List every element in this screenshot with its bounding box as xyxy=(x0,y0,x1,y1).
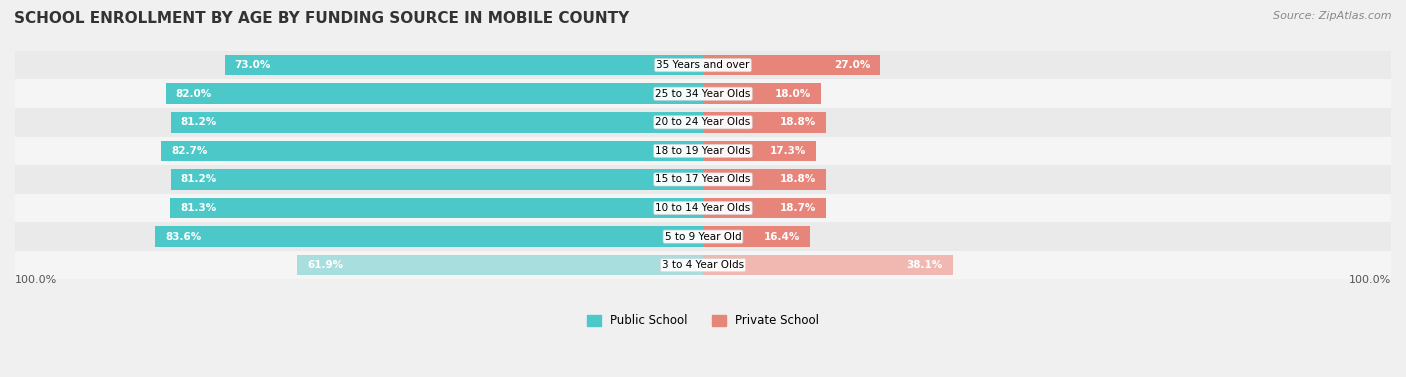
Text: 10 to 14 Year Olds: 10 to 14 Year Olds xyxy=(655,203,751,213)
Bar xyxy=(703,255,953,276)
Bar xyxy=(15,136,1391,165)
Bar xyxy=(15,165,1391,194)
Text: 38.1%: 38.1% xyxy=(907,260,943,270)
Bar xyxy=(703,55,880,75)
Text: 18.8%: 18.8% xyxy=(780,175,817,184)
Text: 20 to 24 Year Olds: 20 to 24 Year Olds xyxy=(655,117,751,127)
Text: 100.0%: 100.0% xyxy=(1348,274,1391,285)
Text: 17.3%: 17.3% xyxy=(770,146,807,156)
Text: 81.2%: 81.2% xyxy=(181,175,217,184)
Text: 18.0%: 18.0% xyxy=(775,89,811,99)
Text: SCHOOL ENROLLMENT BY AGE BY FUNDING SOURCE IN MOBILE COUNTY: SCHOOL ENROLLMENT BY AGE BY FUNDING SOUR… xyxy=(14,11,630,26)
Bar xyxy=(172,169,703,190)
Bar xyxy=(162,141,703,161)
Text: 5 to 9 Year Old: 5 to 9 Year Old xyxy=(665,231,741,242)
Bar xyxy=(703,112,827,133)
Bar xyxy=(15,222,1391,251)
Text: 3 to 4 Year Olds: 3 to 4 Year Olds xyxy=(662,260,744,270)
Text: Source: ZipAtlas.com: Source: ZipAtlas.com xyxy=(1274,11,1392,21)
Text: 27.0%: 27.0% xyxy=(834,60,870,70)
Text: 82.7%: 82.7% xyxy=(172,146,207,156)
Bar xyxy=(15,251,1391,279)
Text: 73.0%: 73.0% xyxy=(235,60,271,70)
Text: 100.0%: 100.0% xyxy=(15,274,58,285)
Bar xyxy=(15,51,1391,80)
Text: 18.7%: 18.7% xyxy=(779,203,815,213)
Text: 81.2%: 81.2% xyxy=(181,117,217,127)
Text: 16.4%: 16.4% xyxy=(765,231,800,242)
Bar xyxy=(15,108,1391,136)
Text: 61.9%: 61.9% xyxy=(308,260,343,270)
Bar xyxy=(170,198,703,218)
Bar xyxy=(703,169,827,190)
Bar xyxy=(155,226,703,247)
Text: 35 Years and over: 35 Years and over xyxy=(657,60,749,70)
Bar xyxy=(298,255,703,276)
Text: 18.8%: 18.8% xyxy=(780,117,817,127)
Legend: Public School, Private School: Public School, Private School xyxy=(582,310,824,332)
Bar xyxy=(703,141,817,161)
Text: 18 to 19 Year Olds: 18 to 19 Year Olds xyxy=(655,146,751,156)
Bar xyxy=(15,194,1391,222)
Text: 82.0%: 82.0% xyxy=(176,89,212,99)
Text: 83.6%: 83.6% xyxy=(165,231,201,242)
Bar xyxy=(703,83,821,104)
Bar xyxy=(703,226,810,247)
Text: 81.3%: 81.3% xyxy=(180,203,217,213)
Bar xyxy=(703,198,825,218)
Text: 15 to 17 Year Olds: 15 to 17 Year Olds xyxy=(655,175,751,184)
Bar xyxy=(15,80,1391,108)
Bar xyxy=(166,83,703,104)
Bar xyxy=(172,112,703,133)
Text: 25 to 34 Year Olds: 25 to 34 Year Olds xyxy=(655,89,751,99)
Bar xyxy=(225,55,703,75)
